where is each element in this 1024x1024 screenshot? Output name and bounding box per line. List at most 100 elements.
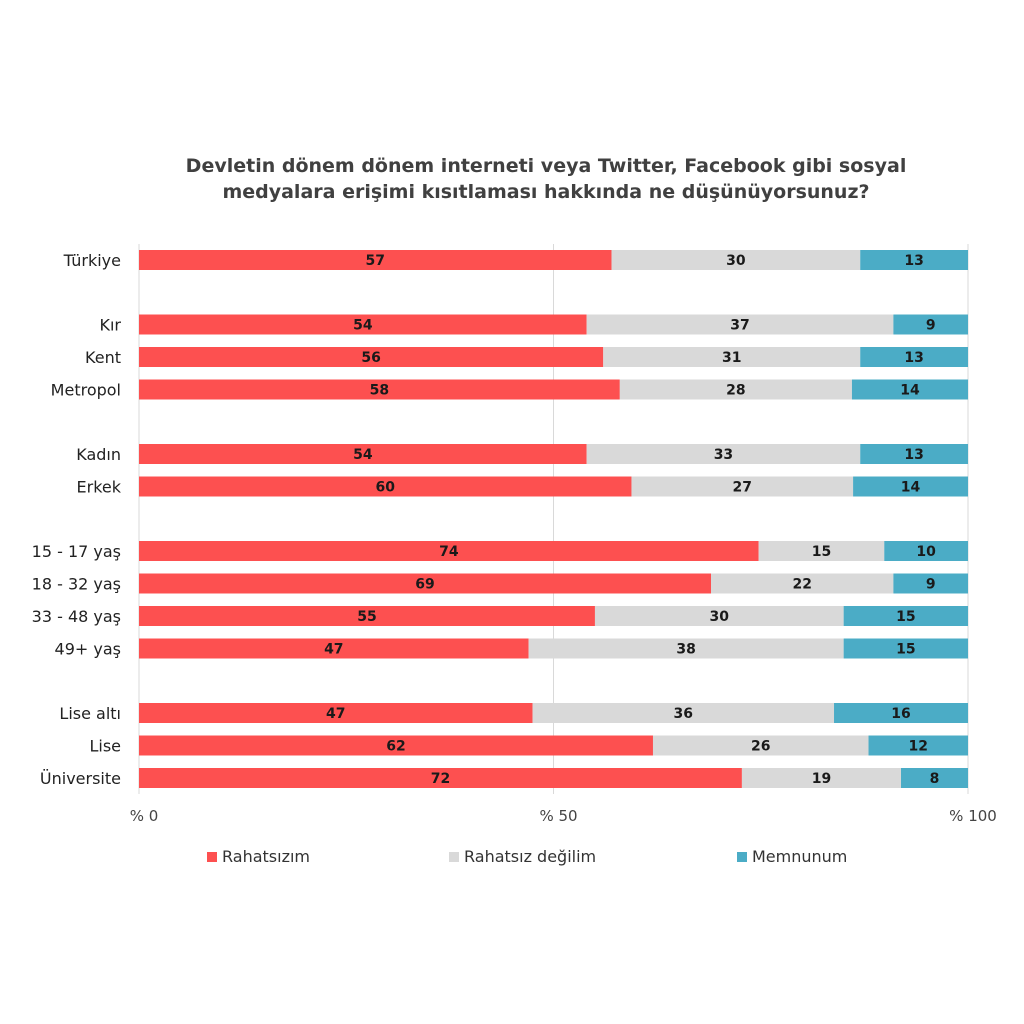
data-label: 13: [904, 447, 923, 463]
bars: 57 30 13 54 37 9 56 31 13 58 28 14 54 33 13 60 27 14 74 15 1…: [139, 250, 968, 788]
bar-segment: [139, 703, 533, 723]
data-label: 15: [896, 642, 915, 658]
data-label: 30: [710, 609, 730, 625]
bar-segment: [532, 703, 835, 723]
bar-segment: [884, 541, 968, 561]
bar-segment: [853, 476, 968, 497]
bar-segment: [860, 250, 968, 270]
data-label: 33: [714, 447, 733, 463]
data-label: 31: [722, 350, 741, 366]
bar-segment: [139, 768, 742, 788]
category-label: Türkiye: [63, 251, 121, 270]
legend-swatch: [207, 852, 217, 862]
bar-segment: [139, 379, 620, 400]
data-label: 13: [904, 253, 923, 269]
data-label: 19: [812, 771, 831, 787]
data-label: 15: [896, 609, 915, 625]
bar-segment: [139, 735, 653, 756]
data-label: 62: [386, 739, 405, 755]
bar-segment: [603, 347, 861, 367]
bar-segment: [860, 444, 968, 464]
data-label: 54: [353, 447, 373, 463]
bar-segment: [139, 573, 712, 594]
bar-segment: [834, 703, 968, 723]
data-label: 54: [353, 318, 373, 334]
data-label: 9: [926, 577, 936, 593]
bar-segment: [594, 606, 844, 626]
bar-segment: [851, 379, 968, 400]
data-label: 26: [751, 739, 770, 755]
data-label: 27: [733, 480, 752, 496]
data-label: 56: [361, 350, 380, 366]
legend-label: Rahatsız değilim: [464, 847, 596, 866]
bar-segment: [139, 638, 529, 659]
bar-segment: [901, 768, 968, 788]
data-label: 57: [366, 253, 385, 269]
data-label: 58: [370, 383, 389, 399]
data-label: 60: [375, 480, 395, 496]
data-label: 36: [674, 706, 693, 722]
category-label: 33 - 48 yaş: [32, 607, 121, 626]
bar-segment: [586, 314, 894, 335]
category-label: Lise: [89, 737, 121, 756]
data-label: 16: [891, 706, 910, 722]
bar-segment: [631, 476, 854, 497]
bar-segment: [619, 379, 852, 400]
data-label: 74: [439, 544, 459, 560]
data-label: 30: [726, 253, 746, 269]
data-label: 14: [901, 480, 921, 496]
bar-segment: [843, 638, 968, 659]
bar-segment: [139, 314, 587, 335]
category-labels: Türkiye Kır Kent Metropol Kadın Erkek 15 - 17 …: [32, 251, 122, 788]
x-tick-label: % 50: [539, 807, 577, 825]
chart-title: Devletin dönem dönem interneti veya Twit…: [186, 155, 907, 203]
data-label: 38: [676, 642, 695, 658]
data-label: 14: [900, 383, 920, 399]
bar-segment: [139, 444, 587, 464]
legend-swatch: [737, 852, 747, 862]
data-label: 15: [812, 544, 831, 560]
bar-segment: [758, 541, 885, 561]
data-label: 28: [726, 383, 745, 399]
category-label: 49+ yaş: [55, 640, 121, 659]
legend-label: Memnunum: [752, 847, 847, 866]
data-label: 37: [730, 318, 749, 334]
bar-segment: [860, 347, 968, 367]
x-axis-ticks: % 0 % 50 % 100: [130, 807, 997, 825]
bar-segment: [868, 735, 968, 756]
bar-segment: [611, 250, 861, 270]
data-label: 22: [792, 577, 811, 593]
bar-segment: [843, 606, 968, 626]
bar-segment: [711, 573, 894, 594]
bar-segment: [139, 606, 595, 626]
bar-segment: [528, 638, 844, 659]
category-label: 15 - 17 yaş: [32, 542, 121, 561]
category-label: Metropol: [51, 381, 121, 400]
category-label: Üniversite: [40, 769, 121, 788]
category-label: 18 - 32 yaş: [32, 575, 121, 594]
bar-segment: [893, 314, 968, 335]
data-label: 9: [926, 318, 936, 334]
data-label: 8: [930, 771, 940, 787]
legend: Rahatsızım Rahatsız değilim Memnunum: [207, 847, 847, 866]
legend-label: Rahatsızım: [222, 847, 310, 866]
category-label: Kır: [99, 316, 121, 335]
data-label: 47: [324, 642, 343, 658]
bar-segment: [139, 541, 759, 561]
bar-segment: [139, 476, 632, 497]
data-label: 12: [909, 739, 928, 755]
data-label: 13: [904, 350, 923, 366]
legend-swatch: [449, 852, 459, 862]
data-label: 47: [326, 706, 345, 722]
gridlines: [138, 244, 969, 794]
data-label: 72: [431, 771, 450, 787]
bar-segment: [586, 444, 861, 464]
x-tick-label: % 0: [130, 807, 159, 825]
bar-segment: [139, 250, 612, 270]
chart-title-line: Devletin dönem dönem interneti veya Twit…: [186, 155, 907, 177]
chart-title-line: medyalara erişimi kısıtlaması hakkında n…: [222, 181, 869, 203]
bar-segment: [139, 347, 604, 367]
bar-segment: [893, 573, 968, 594]
data-label: 10: [916, 544, 936, 560]
